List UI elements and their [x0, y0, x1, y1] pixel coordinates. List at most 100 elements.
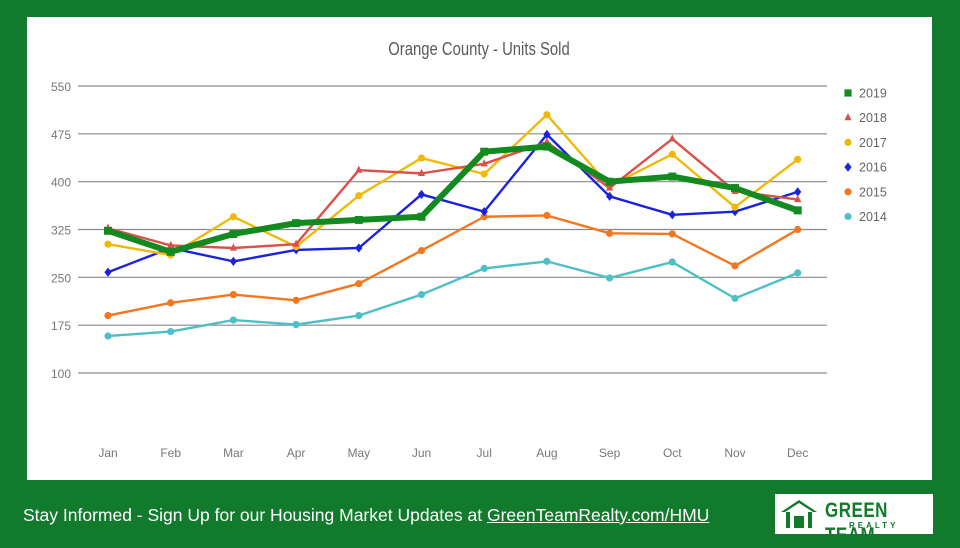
series-2015: [104, 211, 802, 320]
legend-marker: [844, 113, 852, 121]
x-tick-label: May: [347, 446, 370, 460]
x-tick-label: Apr: [287, 446, 306, 460]
series-layer: [104, 111, 802, 340]
data-point: [731, 294, 739, 302]
data-point: [292, 296, 300, 304]
y-tick-label: 400: [51, 176, 71, 190]
house-icon: [781, 500, 817, 528]
data-point: [354, 215, 363, 224]
data-point: [292, 320, 300, 329]
data-point: [480, 207, 488, 217]
data-point: [292, 219, 301, 228]
data-point: [731, 262, 739, 270]
data-point: [668, 210, 676, 220]
legend-label: 2018: [859, 111, 887, 125]
data-point: [229, 316, 237, 324]
legend-item-2019: 2019: [844, 87, 887, 101]
data-point: [480, 264, 488, 273]
legend-item-2017: 2017: [844, 136, 887, 150]
data-point: [417, 290, 426, 299]
series-line: [107, 113, 799, 257]
legend-item-2015: 2015: [844, 185, 887, 199]
x-tick-label: Dec: [787, 446, 808, 460]
data-point: [542, 142, 551, 151]
data-point: [104, 267, 112, 277]
data-point: [417, 168, 426, 176]
series-2018: [104, 134, 802, 251]
signup-link[interactable]: GreenTeamRealty.com/HMU: [486, 505, 710, 525]
legend-marker: [844, 212, 852, 221]
data-point: [104, 240, 112, 248]
data-point: [606, 183, 614, 191]
data-point: [543, 111, 551, 119]
data-point: [417, 212, 426, 221]
data-point: [543, 129, 551, 140]
x-tick-label: Jan: [98, 446, 117, 460]
logo-subtext: REALTY: [849, 521, 899, 530]
data-point: [355, 312, 363, 320]
grid-layer: 100 175 250 325 400 475 550 Jan Feb Mar Apr May Jun J…: [51, 80, 827, 460]
legend-label: 2016: [859, 161, 887, 175]
legend-label: 2014: [859, 210, 887, 224]
x-tick-label: Jun: [412, 446, 431, 460]
data-point: [793, 206, 802, 215]
series-line: [107, 133, 799, 274]
units-sold-chart: Orange County - Units Sold 100 175 250 325 4…: [51, 38, 887, 460]
data-point: [167, 240, 175, 249]
data-point: [605, 177, 614, 186]
y-tick-label: 175: [51, 319, 71, 333]
x-tick-label: Mar: [223, 446, 244, 460]
chart-title: Orange County - Units Sold: [388, 38, 569, 59]
series-2019: [104, 142, 802, 256]
series-line: [107, 137, 798, 250]
data-point: [668, 230, 676, 238]
green-team-logo: GREEN TEAM REALTY: [775, 494, 933, 547]
data-point: [543, 257, 551, 265]
data-point: [355, 165, 363, 173]
data-point: [668, 258, 676, 266]
legend-label: 2019: [859, 87, 887, 101]
data-point: [167, 299, 175, 307]
y-tick-label: 325: [51, 224, 71, 238]
legend-marker: [844, 188, 852, 196]
data-point: [229, 213, 237, 221]
y-tick-label: 550: [51, 80, 71, 94]
data-point: [166, 247, 175, 256]
x-tick-label: Jul: [477, 446, 492, 460]
footer-banner: Stay Informed - Sign Up for our Housing …: [23, 505, 709, 526]
data-point: [355, 280, 363, 288]
legend-item-2018: 2018: [844, 111, 887, 125]
data-point: [668, 134, 676, 142]
y-tick-label: 475: [51, 128, 71, 142]
data-point: [731, 203, 739, 211]
legend-marker: [844, 89, 852, 97]
data-point: [606, 191, 614, 201]
data-point: [229, 229, 238, 238]
series-line: [107, 214, 799, 317]
x-tick-label: Aug: [536, 446, 557, 460]
x-tick-label: Oct: [663, 446, 682, 460]
data-point: [417, 154, 426, 162]
data-point: [480, 147, 489, 156]
data-point: [794, 269, 802, 277]
y-tick-label: 250: [51, 271, 71, 285]
legend-item-2016: 2016: [844, 161, 887, 175]
data-point: [167, 327, 175, 336]
data-point: [794, 225, 802, 234]
x-tick-label: Nov: [724, 446, 745, 460]
legend-label: 2015: [859, 185, 887, 199]
data-point: [480, 170, 488, 178]
series-2016: [104, 129, 802, 277]
x-tick-label: Sep: [599, 446, 621, 460]
data-point: [480, 159, 488, 167]
legend-marker: [844, 162, 852, 172]
legend-item-2014: 2014: [844, 210, 887, 224]
legend: 2019 2018 2017 2016 2015 2014: [844, 87, 887, 224]
y-tick-label: 100: [51, 367, 71, 381]
data-point: [606, 274, 614, 282]
data-point: [292, 239, 300, 247]
data-point: [229, 256, 237, 266]
footer-text: Stay Informed - Sign Up for our Housing …: [23, 505, 487, 525]
data-point: [668, 172, 677, 181]
data-point: [417, 246, 426, 255]
